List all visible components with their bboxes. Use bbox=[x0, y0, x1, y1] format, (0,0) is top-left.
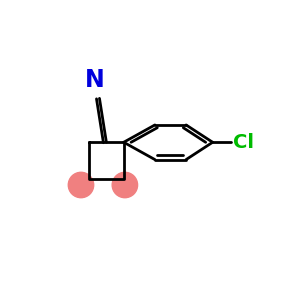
Text: N: N bbox=[85, 68, 105, 92]
Circle shape bbox=[68, 172, 94, 198]
Circle shape bbox=[112, 172, 138, 198]
Text: Cl: Cl bbox=[233, 133, 254, 152]
